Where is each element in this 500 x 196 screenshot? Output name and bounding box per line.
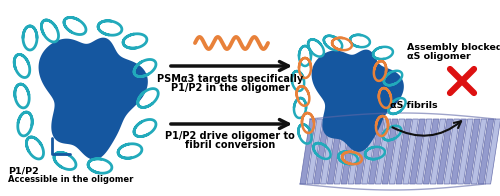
- Polygon shape: [396, 119, 411, 184]
- Polygon shape: [307, 119, 322, 184]
- Text: Assembly blocked: Assembly blocked: [407, 43, 500, 52]
- Polygon shape: [485, 119, 500, 184]
- Polygon shape: [464, 119, 480, 184]
- Polygon shape: [300, 119, 316, 184]
- Polygon shape: [472, 119, 487, 184]
- Polygon shape: [334, 119, 350, 184]
- Text: P1/P2 in the oligomer: P1/P2 in the oligomer: [170, 83, 290, 93]
- Polygon shape: [450, 119, 466, 184]
- Polygon shape: [478, 119, 494, 184]
- Polygon shape: [444, 119, 460, 184]
- Polygon shape: [328, 119, 343, 184]
- Polygon shape: [376, 119, 391, 184]
- Polygon shape: [362, 119, 378, 184]
- Text: Accessible in the oligomer: Accessible in the oligomer: [8, 175, 134, 184]
- Text: αS oligomer: αS oligomer: [407, 52, 471, 61]
- Polygon shape: [320, 119, 336, 184]
- Polygon shape: [437, 119, 452, 184]
- Polygon shape: [389, 119, 404, 184]
- Text: P1/P2 drive oligomer to: P1/P2 drive oligomer to: [165, 131, 295, 141]
- Polygon shape: [410, 119, 425, 184]
- Polygon shape: [341, 119, 356, 184]
- Polygon shape: [355, 119, 370, 184]
- Text: fibril conversion: fibril conversion: [185, 140, 275, 150]
- Polygon shape: [416, 119, 432, 184]
- Text: PSMα3 targets specifically: PSMα3 targets specifically: [157, 74, 303, 84]
- Polygon shape: [430, 119, 446, 184]
- Polygon shape: [458, 119, 473, 184]
- FancyArrowPatch shape: [392, 121, 461, 136]
- Polygon shape: [314, 119, 330, 184]
- Text: αS fibrils: αS fibrils: [390, 101, 438, 110]
- Polygon shape: [382, 119, 398, 184]
- Polygon shape: [368, 119, 384, 184]
- Text: P1/P2: P1/P2: [8, 166, 39, 175]
- Polygon shape: [424, 119, 439, 184]
- Polygon shape: [312, 50, 404, 152]
- Polygon shape: [38, 38, 148, 160]
- Polygon shape: [348, 119, 364, 184]
- Polygon shape: [403, 119, 418, 184]
